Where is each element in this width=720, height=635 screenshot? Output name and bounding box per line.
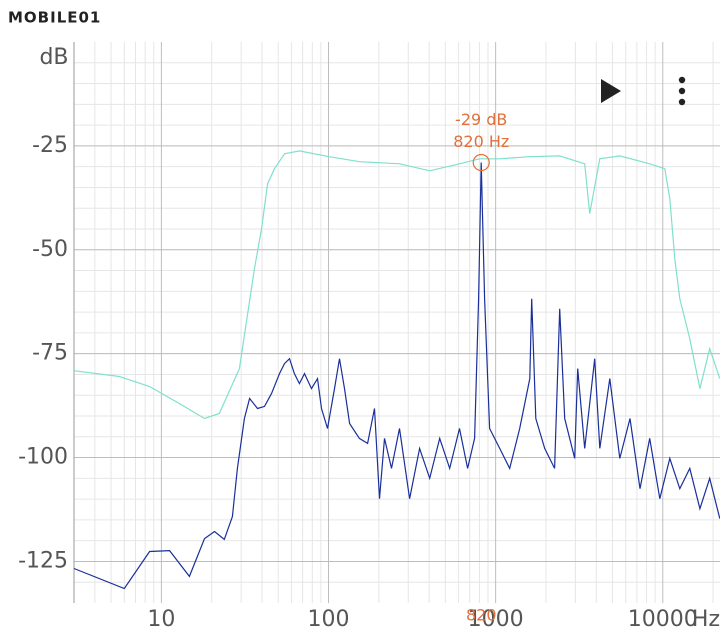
play-button[interactable] <box>601 79 621 103</box>
x-tick-label: 10 <box>147 607 175 632</box>
menu-dot <box>678 76 686 84</box>
peak-label: -29 dB <box>455 110 507 129</box>
series-line <box>73 162 720 590</box>
y-tick-label: -50 <box>32 237 68 262</box>
x-tick-label: 1000 <box>468 607 524 632</box>
x-tick-label: 10000 <box>628 607 698 632</box>
peak-label: 820 Hz <box>453 132 509 151</box>
peak-x-label: 820 <box>466 606 497 625</box>
menu-button[interactable] <box>678 76 686 106</box>
x-tick-label: 100 <box>308 607 350 632</box>
grid <box>74 42 720 603</box>
y-tick-label: -125 <box>18 548 68 573</box>
x-axis-unit: Hz <box>692 607 720 632</box>
series-line <box>73 150 720 420</box>
logo: MOBILE01 <box>8 9 101 27</box>
peak-marker <box>472 153 490 172</box>
y-tick-label: -25 <box>32 133 68 158</box>
y-tick-label: -100 <box>18 445 68 470</box>
menu-dot <box>678 87 686 95</box>
y-axis-label: dB <box>39 45 68 70</box>
plot <box>73 150 720 590</box>
y-tick-label: -75 <box>32 341 68 366</box>
menu-dot <box>678 98 686 106</box>
